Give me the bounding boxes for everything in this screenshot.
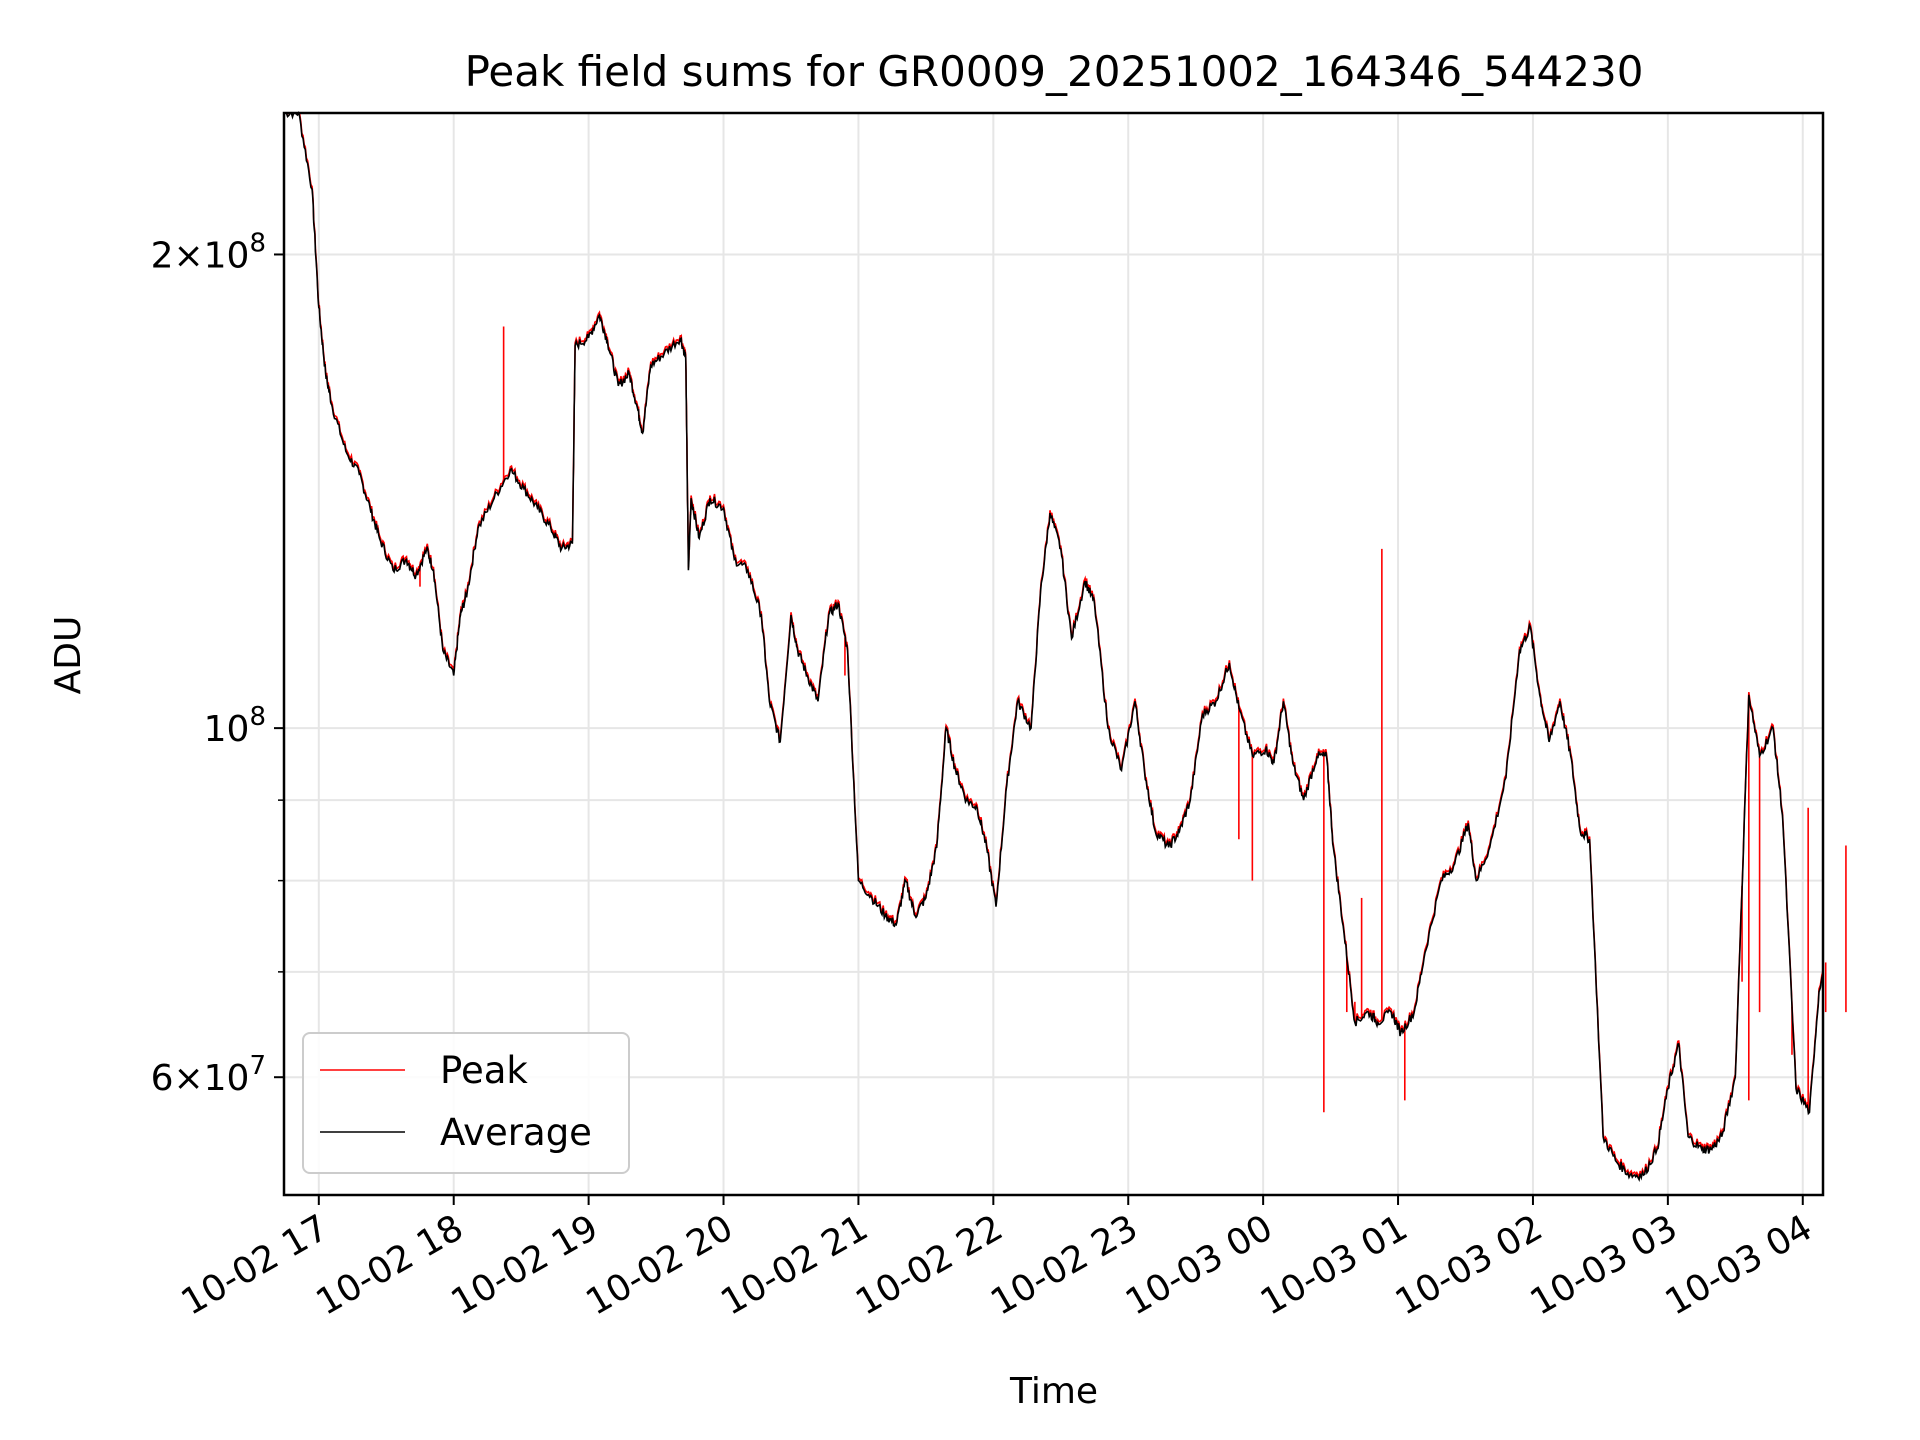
legend-peak-label: Peak <box>440 1049 528 1092</box>
y-tick-label: 2×108 <box>151 228 266 276</box>
legend-box <box>302 1032 630 1174</box>
x-axis-label: Time <box>1009 1371 1098 1412</box>
chart-title: Peak field sums for GR0009_20251002_1643… <box>465 47 1644 96</box>
average-series-line <box>283 111 1824 1183</box>
y-tick-label: 108 <box>204 702 266 750</box>
plot-frame <box>282 111 1825 1197</box>
legend-average-label: Average <box>440 1111 592 1154</box>
series-layer <box>283 111 1847 1183</box>
y-axis-label: ADU <box>48 616 89 695</box>
legend: Peak Average <box>302 1032 630 1174</box>
y-tick-label: 6×107 <box>151 1051 266 1099</box>
